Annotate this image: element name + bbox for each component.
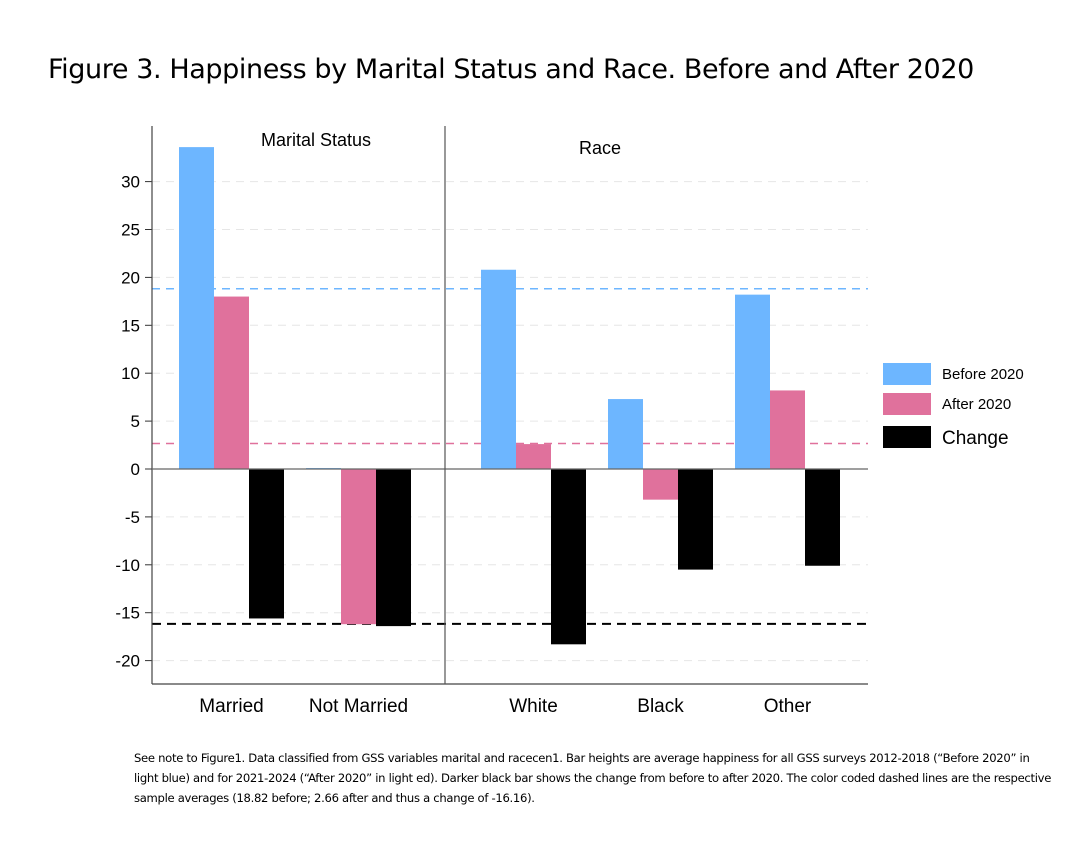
labels: 30 25 20 15 10 5 0 -5 -10 -15 -20 Married Not Marrie… xyxy=(115,130,812,717)
y-tick-label: 15 xyxy=(121,316,140,335)
y-tick-label: 5 xyxy=(131,412,140,431)
bar-chart: 30 25 20 15 10 5 0 -5 -10 -15 -20 Married Not Marrie… xyxy=(115,126,1024,717)
category-label: Other xyxy=(764,696,812,717)
bar xyxy=(643,469,678,500)
figure-note: See note to Figure1. Data classified fro… xyxy=(134,751,1052,805)
category-label: White xyxy=(509,696,558,717)
category-label: Black xyxy=(637,696,684,717)
axes xyxy=(145,126,868,685)
panel-title: Race xyxy=(579,138,621,158)
bars xyxy=(179,147,840,645)
legend-label: Before 2020 xyxy=(942,366,1024,383)
legend-label: Change xyxy=(942,428,1009,449)
legend-swatch xyxy=(883,393,931,415)
y-tick-label: 20 xyxy=(121,268,140,287)
bar xyxy=(551,469,586,645)
bar xyxy=(805,469,840,566)
bar xyxy=(678,469,713,570)
bar xyxy=(341,469,376,625)
y-tick-label: -15 xyxy=(115,604,140,623)
y-tick-label: -20 xyxy=(115,652,140,671)
y-tick-label: 25 xyxy=(121,221,140,240)
legend-swatch xyxy=(883,426,931,448)
bar xyxy=(481,269,516,469)
y-tick-label: 30 xyxy=(121,173,140,192)
category-label: Not Married xyxy=(309,696,408,717)
page-title: Figure 3. Happiness by Marital Status an… xyxy=(48,54,974,85)
legend: Before 2020 After 2020 Change xyxy=(883,363,1024,449)
bar xyxy=(249,469,284,619)
category-label: Married xyxy=(199,696,263,717)
y-tick-label: -5 xyxy=(125,508,140,527)
panel-title: Marital Status xyxy=(261,130,371,150)
bar xyxy=(516,444,551,469)
bar xyxy=(770,390,805,469)
bar xyxy=(376,469,411,627)
legend-label: After 2020 xyxy=(942,396,1011,413)
y-tick-label: 0 xyxy=(131,460,140,479)
bar xyxy=(735,294,770,469)
y-tick-label: 10 xyxy=(121,364,140,383)
y-tick-label: -10 xyxy=(115,556,140,575)
bar xyxy=(608,399,643,469)
bar xyxy=(179,147,214,469)
legend-swatch xyxy=(883,363,931,385)
bar xyxy=(214,296,249,469)
